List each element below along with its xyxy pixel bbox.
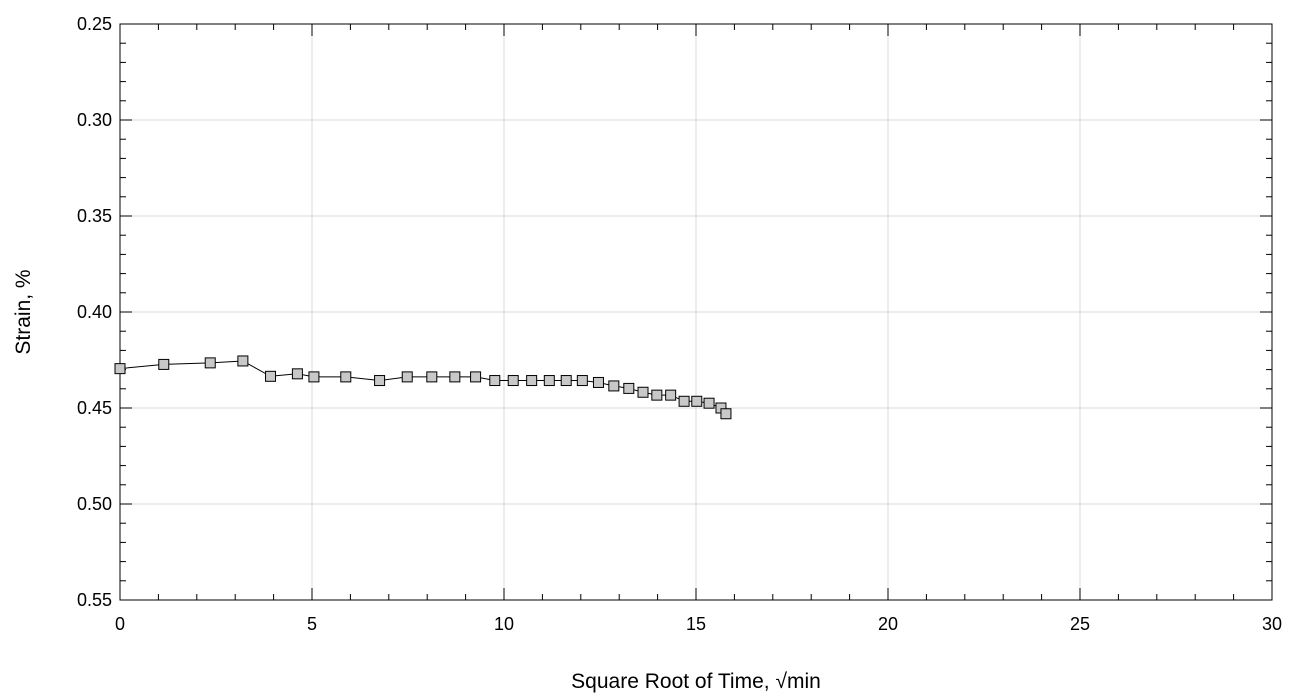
data-point bbox=[426, 371, 438, 383]
data-point bbox=[470, 371, 482, 383]
y-tick-label: 0.45 bbox=[77, 398, 112, 418]
x-tick-label: 30 bbox=[1262, 614, 1282, 634]
x-tick-label: 20 bbox=[878, 614, 898, 634]
data-point bbox=[114, 363, 126, 375]
y-tick-label: 0.50 bbox=[77, 494, 112, 514]
x-tick-label: 10 bbox=[494, 614, 514, 634]
data-point bbox=[237, 355, 249, 367]
grid-lines bbox=[120, 24, 1272, 600]
data-point bbox=[665, 389, 677, 401]
plot-area-frame bbox=[119, 23, 1273, 601]
axis-ticks bbox=[119, 23, 1273, 601]
data-point bbox=[308, 371, 320, 383]
y-tick-label: 0.40 bbox=[77, 302, 112, 322]
data-point bbox=[703, 397, 715, 409]
data-point bbox=[651, 389, 663, 401]
data-point bbox=[720, 408, 732, 420]
data-point bbox=[158, 358, 170, 370]
x-tick-label: 0 bbox=[115, 614, 125, 634]
series-strain bbox=[114, 355, 732, 420]
data-point bbox=[592, 376, 604, 388]
data-point bbox=[526, 375, 538, 387]
data-point bbox=[449, 371, 461, 383]
data-point bbox=[691, 395, 703, 407]
data-point bbox=[489, 375, 501, 387]
data-point bbox=[576, 375, 588, 387]
data-point bbox=[623, 382, 635, 394]
data-point bbox=[374, 375, 386, 387]
data-point bbox=[560, 375, 572, 387]
data-point bbox=[678, 395, 690, 407]
y-tick-label: 0.25 bbox=[77, 14, 112, 34]
y-tick-labels: 0.25 0.30 0.35 0.40 0.45 0.50 0.55 bbox=[77, 14, 112, 610]
y-tick-label: 0.35 bbox=[77, 206, 112, 226]
data-point bbox=[608, 380, 620, 392]
data-point bbox=[340, 371, 352, 383]
x-tick-label: 15 bbox=[686, 614, 706, 634]
data-point bbox=[401, 371, 413, 383]
y-axis-title: Strain, % bbox=[12, 269, 35, 354]
y-tick-label: 0.55 bbox=[77, 590, 112, 610]
data-point bbox=[543, 375, 555, 387]
data-point bbox=[507, 375, 519, 387]
x-tick-labels: 0 5 10 15 20 25 30 bbox=[115, 614, 1282, 634]
data-point bbox=[265, 370, 277, 382]
data-point bbox=[637, 386, 649, 398]
series-line bbox=[119, 360, 727, 415]
x-tick-label: 25 bbox=[1070, 614, 1090, 634]
x-axis-title: Square Root of Time, √min bbox=[571, 670, 821, 693]
data-point bbox=[204, 357, 216, 369]
data-point bbox=[291, 368, 303, 380]
y-tick-label: 0.30 bbox=[77, 110, 112, 130]
x-tick-label: 5 bbox=[307, 614, 317, 634]
